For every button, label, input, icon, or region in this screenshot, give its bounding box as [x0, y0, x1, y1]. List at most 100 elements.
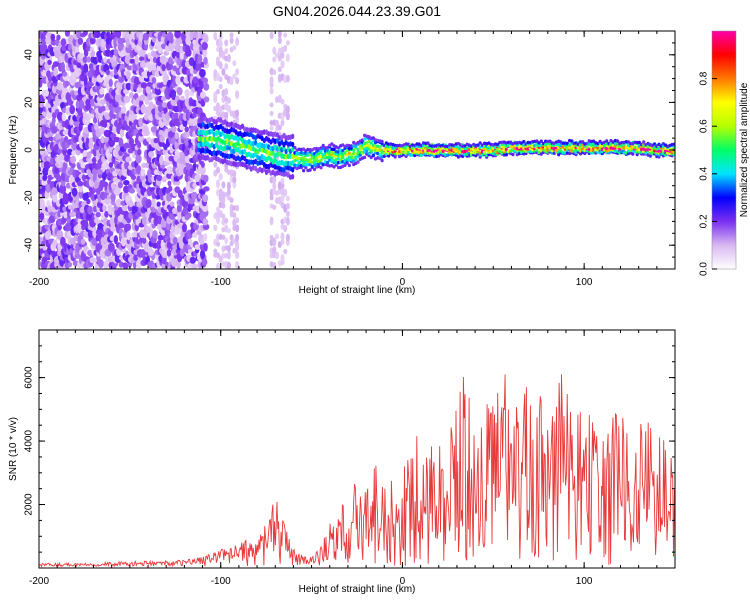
heat-cell [71, 150, 76, 156]
heat-cell [226, 97, 231, 104]
heat-cell [218, 46, 223, 55]
heat-cell [272, 246, 277, 254]
heat-cell [126, 223, 131, 231]
heat-cell [380, 139, 384, 144]
heat-cell [99, 88, 105, 95]
heat-cell [126, 71, 131, 78]
heat-cell [96, 169, 104, 175]
heat-cell [171, 126, 177, 133]
colorbar-tick-label: 0.4 [699, 166, 710, 180]
heat-cell [167, 180, 172, 187]
heat-cell [275, 132, 279, 138]
heat-cell [177, 211, 182, 221]
heat-cell [226, 105, 231, 113]
heat-cell [221, 191, 226, 199]
heat-cell [61, 112, 66, 121]
heat-cell [126, 230, 131, 241]
heat-cell [192, 76, 199, 84]
heat-cell [87, 158, 94, 164]
heat-cell [635, 140, 639, 145]
snr-panel: -200 -100 0 100 2000 4000 6000 Height of stra… [8, 329, 676, 595]
heat-cell [60, 38, 67, 47]
heat-cell [280, 182, 285, 189]
heat-cell [229, 197, 234, 203]
heat-cell [224, 63, 229, 70]
heat-cell [283, 45, 288, 53]
heat-cell [184, 126, 189, 133]
heat-cell [280, 98, 285, 105]
heat-cell [283, 248, 288, 255]
heat-cell [378, 145, 382, 149]
heat-cell [216, 215, 220, 224]
heat-cell [349, 144, 354, 148]
heat-cell [57, 148, 63, 154]
heat-cell [172, 236, 178, 245]
heat-cell [125, 82, 132, 91]
heat-cell [218, 61, 223, 70]
heat-cell [108, 162, 114, 168]
heat-cell [269, 87, 274, 95]
heat-cell [192, 162, 197, 172]
heat-cell [285, 202, 290, 210]
heat-cell [51, 84, 58, 94]
heat-cell [275, 138, 279, 144]
heat-cell [135, 154, 142, 164]
heat-cell [118, 137, 124, 148]
heat-cell [143, 125, 149, 134]
heat-cell [229, 203, 234, 213]
heat-cell [180, 95, 185, 101]
heat-cell [232, 238, 237, 244]
heat-cell [235, 250, 240, 259]
heat-cell [75, 46, 80, 53]
heat-cell [283, 32, 288, 38]
heat-cell [280, 177, 285, 184]
heat-cell [72, 141, 78, 151]
heat-cell [148, 101, 154, 110]
heat-cell [113, 235, 118, 245]
heat-cell [159, 135, 165, 143]
heat-cell [365, 148, 369, 153]
heat-cell [163, 160, 170, 166]
heat-cell [159, 155, 164, 166]
heat-cell [180, 76, 185, 83]
heat-cell [70, 155, 77, 164]
heat-cell [229, 37, 234, 44]
heat-cell [367, 151, 371, 156]
heat-cell [201, 258, 208, 266]
heat-cell [139, 94, 146, 101]
heat-cell [176, 223, 183, 229]
heat-cell [140, 168, 145, 177]
heat-cell [122, 262, 129, 269]
heat-cell [174, 31, 181, 39]
heat-cell [82, 56, 88, 64]
heat-cell [478, 141, 482, 145]
heat-cell [90, 50, 96, 57]
heat-cell [100, 136, 106, 144]
heat-cell [62, 107, 67, 114]
heat-cell [62, 161, 68, 171]
heat-cell [168, 185, 173, 192]
heat-cell [110, 193, 116, 202]
heat-cell [235, 116, 240, 124]
heat-cell [280, 52, 285, 59]
heat-cell [166, 249, 172, 257]
x-tick-label: -100 [211, 277, 231, 288]
y-tick-label: 20 [24, 96, 35, 108]
heat-cell [136, 148, 142, 156]
heat-cell [277, 66, 282, 73]
heat-cell [192, 232, 198, 238]
heat-cell [218, 76, 223, 83]
heat-cell [164, 152, 170, 163]
heat-cell [637, 140, 641, 145]
heat-cell [203, 242, 208, 252]
heat-cell [125, 195, 132, 202]
heat-cell [118, 222, 125, 229]
heat-cell [100, 105, 106, 112]
heat-cell [232, 45, 237, 51]
colorbar-gradient [712, 31, 736, 269]
heat-cell [189, 31, 194, 41]
heat-cell [94, 31, 101, 39]
heat-cell [142, 232, 147, 239]
heat-cell [163, 74, 169, 83]
y-tick-label: 40 [24, 49, 35, 61]
